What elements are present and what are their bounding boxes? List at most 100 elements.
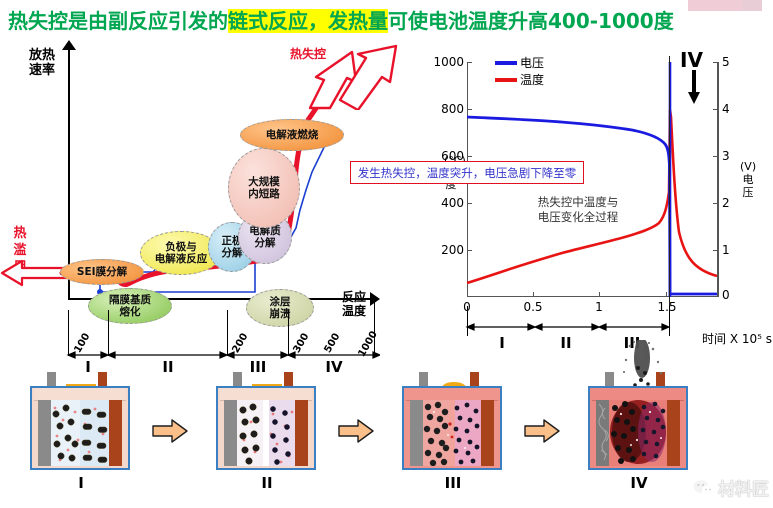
- stage-range-arrows: [66, 351, 380, 359]
- bubble-line1: 负极与: [165, 241, 197, 253]
- x-axis-arrowhead: [370, 292, 380, 306]
- battery-cell-stage-II: II: [208, 372, 326, 492]
- battery-stage-label-II: II: [261, 474, 273, 492]
- right-chart-secondary-y-axis-label: (V) 电压: [740, 160, 756, 199]
- cathode-current-collector: [295, 400, 308, 466]
- title-highlight: 链式反应，发热量: [228, 9, 388, 33]
- y-tick-400: 400: [441, 196, 464, 210]
- inner-note-line2: 电压变化全过程: [537, 210, 619, 224]
- y-tickmark: [467, 109, 472, 111]
- bubble-line2: 分解: [221, 247, 243, 259]
- y-axis-arrowhead: [62, 40, 76, 50]
- bubble-label: 隔膜基质 熔化: [109, 294, 151, 318]
- battery-stage-label-I: I: [78, 474, 84, 492]
- stage-tick: [227, 310, 228, 356]
- watermark-text: 材料匠: [718, 480, 769, 500]
- bubble-label: 大规模 内短路: [248, 176, 280, 200]
- y2-label-unit: (V): [740, 160, 757, 173]
- y-label-line2: 速率: [28, 63, 55, 78]
- x-label-line1: 反应: [341, 290, 366, 304]
- bubble-line1: 正极: [221, 235, 243, 247]
- venting-smoke-plume-icon: [622, 340, 663, 387]
- battery-stage-label-III: III: [444, 474, 462, 492]
- y2-tickmark: [713, 156, 718, 158]
- stage-tick: [467, 306, 468, 336]
- y2-tick-1: 1: [722, 243, 730, 257]
- y-tick-200: 200: [441, 243, 464, 257]
- inner-note-line1: 热失控中温度与: [537, 195, 619, 209]
- stage-label-II: II: [162, 358, 174, 376]
- bubble-label: 电解液燃烧: [265, 129, 319, 141]
- sequence-arrow-2-icon: [338, 419, 374, 443]
- bubble-line1: 隔膜基质: [109, 294, 151, 306]
- x-tickmark: [599, 292, 601, 297]
- down-arrow-icon: [688, 70, 700, 104]
- bubble-line1: 大规模: [248, 176, 280, 188]
- x-tick-0: 0: [454, 300, 480, 314]
- bubble-label: 涂层 崩溃: [270, 296, 291, 320]
- battery-cell-stage-IV: IV: [580, 340, 698, 492]
- y2-tick-5: 5: [722, 55, 730, 69]
- abuse-char-1: 热: [13, 226, 27, 241]
- y2-tick-4: 4: [722, 102, 730, 116]
- stage-marker-IV: IV: [680, 48, 703, 72]
- legend-label-temperature: 温度: [520, 73, 545, 87]
- legend-label-voltage: 电压: [520, 56, 545, 70]
- wechat-icon: [693, 479, 715, 496]
- positive-tab: [284, 372, 293, 388]
- y2-tickmark: [713, 109, 718, 111]
- title-part2: 可使电池温度升高400-1000度: [388, 9, 674, 33]
- battery-cell-stage-I: I: [22, 372, 140, 492]
- y-tickmark: [467, 203, 472, 205]
- x-axis-line: [68, 298, 373, 300]
- bubble-internal-short-circuit: 大规模 内短路: [228, 148, 300, 228]
- y-axis-line: [68, 46, 70, 299]
- decoration-pink-bar-2: [742, 0, 762, 11]
- stage-range-arrows: [465, 323, 671, 331]
- decoration-pink-bar: [688, 0, 762, 11]
- right-chart: 电压 温度 1000 800 600 400 200 (°C) 温度 5 4 3…: [350, 40, 773, 370]
- bubble-electrolyte-combustion: 电解液燃烧: [240, 119, 344, 151]
- stage-tick: [108, 310, 109, 356]
- x-tick-0.5: 0.5: [523, 300, 543, 314]
- electrode-particles: [52, 404, 108, 463]
- page-title: 热失控是由副反应引发的链式反应，发热量可使电池温度升高400-1000度: [8, 5, 674, 34]
- right-chart-x-axis-label: 时间 X 10⁵ s: [702, 332, 772, 346]
- thermal-runaway-arrow-icon: [308, 44, 398, 110]
- y2-label-name: 电压: [742, 173, 754, 199]
- stage-tick: [374, 298, 375, 356]
- bubble-line1: 电解质: [249, 225, 281, 237]
- bubble-line2: 崩溃: [269, 308, 291, 320]
- y2-tickmark: [713, 62, 718, 64]
- bubble-sei-decomposition: SEI膜分解: [60, 259, 144, 285]
- stage-tick: [669, 306, 670, 336]
- bubble-label: 正极 分解: [222, 235, 243, 259]
- bubble-line2: 熔化: [119, 306, 141, 318]
- positive-tab: [470, 372, 479, 388]
- legend-swatch-voltage: [495, 61, 517, 65]
- bubble-line2: 电解液反应: [154, 253, 208, 265]
- y-tickmark: [467, 62, 472, 64]
- sequence-arrow-3-icon: [524, 419, 560, 443]
- abuse-char-2: 滥: [13, 243, 27, 258]
- y-tick-1000: 1000: [433, 55, 464, 69]
- battery-stage-label-IV: IV: [630, 474, 648, 492]
- positive-tab: [656, 372, 665, 388]
- bubble-line2: 分解: [254, 237, 276, 249]
- y2-tick-0: 0: [722, 288, 730, 302]
- electrode-particles: [239, 403, 294, 465]
- bubble-line1: 涂层: [269, 296, 291, 308]
- bubble-label: 电解质 分解: [249, 225, 281, 249]
- y2-tickmark: [713, 203, 718, 205]
- anode-current-collector: [38, 400, 51, 466]
- stage-label-II: II: [560, 334, 572, 352]
- battery-cell-stage-III: III: [394, 372, 512, 492]
- stage-label-IV: IV: [325, 358, 343, 376]
- cathode-current-collector: [481, 400, 494, 466]
- x-tickmark: [467, 292, 469, 297]
- dendrite-pattern: [598, 403, 609, 461]
- right-chart-inner-note: 热失控中温度与 电压变化全过程: [518, 195, 638, 225]
- battery-stage-sequence: I: [0, 340, 773, 508]
- stage-label-I: I: [85, 358, 91, 376]
